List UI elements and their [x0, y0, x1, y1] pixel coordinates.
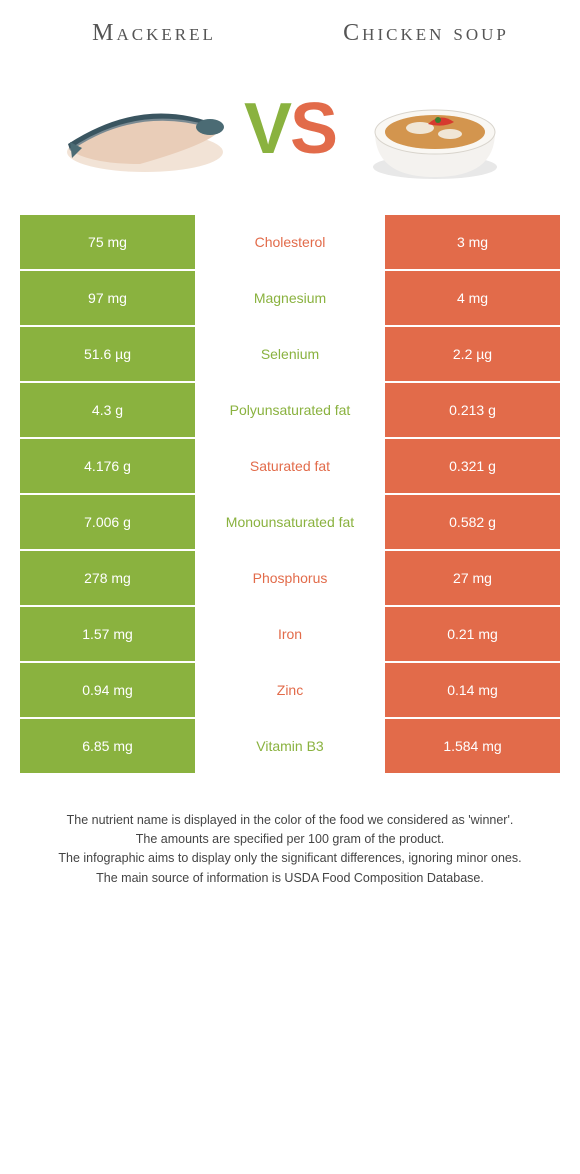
nutrient-label: Phosphorus — [195, 551, 385, 607]
right-value: 0.213 g — [385, 383, 560, 439]
nutrient-table: 75 mgCholesterol3 mg 97 mgMagnesium4 mg 51… — [20, 215, 560, 775]
right-value: 4 mg — [385, 271, 560, 327]
right-food-title: Chicken soup — [290, 20, 562, 48]
hero-row: VS — [18, 72, 562, 187]
nutrient-label: Magnesium — [195, 271, 385, 327]
left-value: 51.6 µg — [20, 327, 195, 383]
footnote-line-1: The nutrient name is displayed in the co… — [32, 811, 548, 830]
left-value: 4.3 g — [20, 383, 195, 439]
nutrient-label: Vitamin B3 — [195, 719, 385, 775]
title-row: Mackerel Chicken soup — [18, 20, 562, 48]
right-value: 0.14 mg — [385, 663, 560, 719]
nutrient-label: Iron — [195, 607, 385, 663]
vs-label: VS — [244, 93, 336, 165]
vs-letter-s: S — [290, 93, 336, 165]
footnote-line-2: The amounts are specified per 100 gram o… — [32, 830, 548, 849]
nutrient-label: Zinc — [195, 663, 385, 719]
infographic-root: Mackerel Chicken soup VS — [0, 0, 580, 928]
footnotes: The nutrient name is displayed in the co… — [18, 811, 562, 889]
nutrient-label: Cholesterol — [195, 215, 385, 271]
chicken-soup-image — [350, 72, 520, 187]
footnote-line-3: The infographic aims to display only the… — [32, 849, 548, 868]
mackerel-image — [60, 72, 230, 187]
right-value: 0.582 g — [385, 495, 560, 551]
right-value: 3 mg — [385, 215, 560, 271]
vs-letter-v: V — [244, 93, 290, 165]
left-value: 4.176 g — [20, 439, 195, 495]
left-value: 97 mg — [20, 271, 195, 327]
left-value: 278 mg — [20, 551, 195, 607]
left-value: 6.85 mg — [20, 719, 195, 775]
nutrient-label: Selenium — [195, 327, 385, 383]
right-value: 0.321 g — [385, 439, 560, 495]
right-value: 0.21 mg — [385, 607, 560, 663]
left-value: 75 mg — [20, 215, 195, 271]
nutrient-label: Saturated fat — [195, 439, 385, 495]
right-value: 27 mg — [385, 551, 560, 607]
left-value: 7.006 g — [20, 495, 195, 551]
left-food-title: Mackerel — [18, 20, 290, 48]
right-value: 2.2 µg — [385, 327, 560, 383]
nutrient-label: Monounsaturated fat — [195, 495, 385, 551]
left-value: 1.57 mg — [20, 607, 195, 663]
right-value: 1.584 mg — [385, 719, 560, 775]
footnote-line-4: The main source of information is USDA F… — [32, 869, 548, 888]
nutrient-label: Polyunsaturated fat — [195, 383, 385, 439]
left-value: 0.94 mg — [20, 663, 195, 719]
